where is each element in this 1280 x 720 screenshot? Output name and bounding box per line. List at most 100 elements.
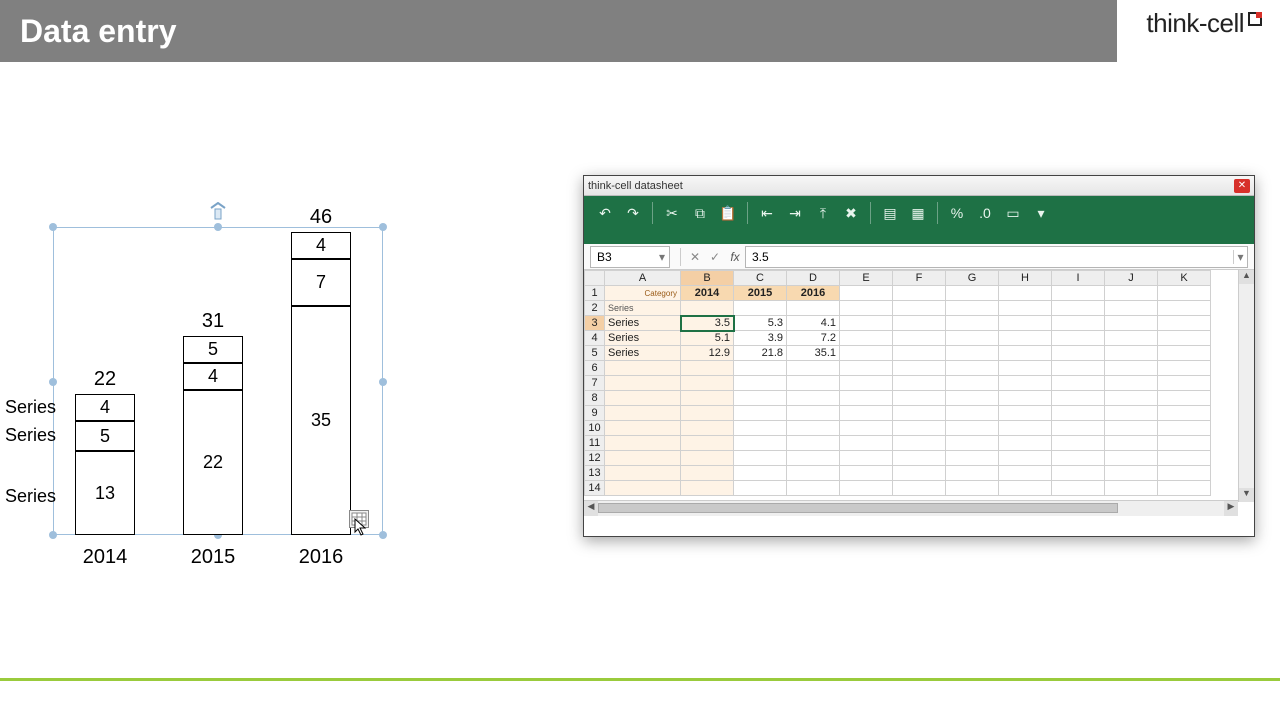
cell-D11[interactable] [787,436,840,451]
cell-J4[interactable] [1105,331,1158,346]
cell-I6[interactable] [1052,361,1105,376]
cell-G6[interactable] [946,361,999,376]
cell-D4[interactable]: 7.2 [787,331,840,346]
scroll-up-icon[interactable]: ▲ [1239,270,1254,284]
cell-F9[interactable] [893,406,946,421]
col-header-H[interactable]: H [999,271,1052,286]
cell-A3[interactable]: Series [605,316,681,331]
cell-A11[interactable] [605,436,681,451]
cell-G11[interactable] [946,436,999,451]
cell-C2[interactable] [734,301,787,316]
cell-K10[interactable] [1158,421,1211,436]
row-header-10[interactable]: 10 [585,421,605,436]
row-header-12[interactable]: 12 [585,451,605,466]
datasheet-titlebar[interactable]: think-cell datasheet ✕ [584,176,1254,196]
cell-K12[interactable] [1158,451,1211,466]
row-header-5[interactable]: 5 [585,346,605,361]
cell-A12[interactable] [605,451,681,466]
cell-K8[interactable] [1158,391,1211,406]
cell-G8[interactable] [946,391,999,406]
col-header-K[interactable]: K [1158,271,1211,286]
cell-I8[interactable] [1052,391,1105,406]
cell-B14[interactable] [681,481,734,496]
col-header-C[interactable]: C [734,271,787,286]
cell-F8[interactable] [893,391,946,406]
cell-G5[interactable] [946,346,999,361]
cell-C11[interactable] [734,436,787,451]
col-header-I[interactable]: I [1052,271,1105,286]
cell-K6[interactable] [1158,361,1211,376]
more-icon[interactable]: ▾ [1028,202,1054,224]
cell-H4[interactable] [999,331,1052,346]
cell-A13[interactable] [605,466,681,481]
fill-color-icon[interactable]: ▤ [877,202,903,224]
cell-J1[interactable] [1105,286,1158,301]
cell-E14[interactable] [840,481,893,496]
col-header-J[interactable]: J [1105,271,1158,286]
cell-K11[interactable] [1158,436,1211,451]
copy-icon[interactable]: ⧉ [687,202,713,224]
cell-F6[interactable] [893,361,946,376]
redo-icon[interactable]: ↷ [620,202,646,224]
close-icon[interactable]: ✕ [1234,179,1250,193]
cut-icon[interactable]: ✂ [659,202,685,224]
cell-B5[interactable]: 12.9 [681,346,734,361]
cell-J11[interactable] [1105,436,1158,451]
formula-input[interactable]: 3.5 ▾ [745,246,1248,268]
cell-G10[interactable] [946,421,999,436]
cell-D7[interactable] [787,376,840,391]
row-header-8[interactable]: 8 [585,391,605,406]
cell-E2[interactable] [840,301,893,316]
cell-I7[interactable] [1052,376,1105,391]
cell-H9[interactable] [999,406,1052,421]
scroll-right-icon[interactable]: ▶ [1224,501,1238,516]
cell-A9[interactable] [605,406,681,421]
cell-D13[interactable] [787,466,840,481]
cell-J13[interactable] [1105,466,1158,481]
cell-J9[interactable] [1105,406,1158,421]
resize-handle-tr[interactable] [379,223,387,231]
cell-C14[interactable] [734,481,787,496]
insert-left-icon[interactable]: ⇤ [754,202,780,224]
cell-G9[interactable] [946,406,999,421]
cell-J5[interactable] [1105,346,1158,361]
col-header-A[interactable]: A [605,271,681,286]
paste-icon[interactable]: 📋 [715,202,741,224]
cell-I13[interactable] [1052,466,1105,481]
bar-2016-seg1[interactable]: 4 [291,232,351,259]
cell-I3[interactable] [1052,316,1105,331]
bar-2015-seg3[interactable]: 22 [183,390,243,535]
cell-B2[interactable] [681,301,734,316]
bar-2016-seg2[interactable]: 7 [291,259,351,306]
insert-right-icon[interactable]: ⇥ [782,202,808,224]
col-header-D[interactable]: D [787,271,840,286]
cell-H6[interactable] [999,361,1052,376]
chart-top-handle-icon[interactable] [209,202,227,220]
formula-expand-icon[interactable]: ▾ [1233,250,1247,264]
cell-C3[interactable]: 5.3 [734,316,787,331]
cell-F10[interactable] [893,421,946,436]
cell-K3[interactable] [1158,316,1211,331]
cell-F4[interactable] [893,331,946,346]
bar-2016-seg3[interactable]: 35 [291,306,351,535]
cell-B4[interactable]: 5.1 [681,331,734,346]
cell-D6[interactable] [787,361,840,376]
cell-D10[interactable] [787,421,840,436]
cell-G2[interactable] [946,301,999,316]
cell-D2[interactable] [787,301,840,316]
cell-B3[interactable]: 3.5 [681,316,734,331]
border-icon[interactable]: ▦ [905,202,931,224]
cell-B8[interactable] [681,391,734,406]
cell-K2[interactable] [1158,301,1211,316]
vertical-scrollbar[interactable]: ▲ ▼ [1238,270,1254,502]
cell-F5[interactable] [893,346,946,361]
cell-H12[interactable] [999,451,1052,466]
cell-D1[interactable]: 2016 [787,286,840,301]
cell-J10[interactable] [1105,421,1158,436]
cell-C5[interactable]: 21.8 [734,346,787,361]
cell-A8[interactable] [605,391,681,406]
scroll-down-icon[interactable]: ▼ [1239,488,1254,502]
cell-G13[interactable] [946,466,999,481]
cell-D12[interactable] [787,451,840,466]
cell-C10[interactable] [734,421,787,436]
